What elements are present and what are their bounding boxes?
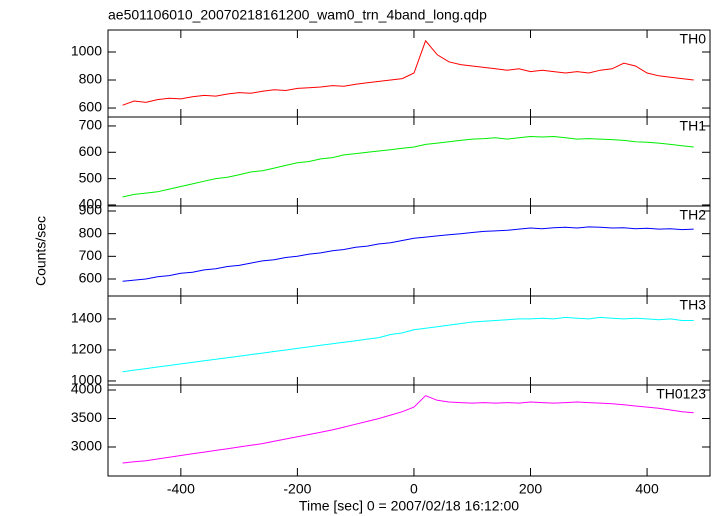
data-line — [122, 316, 694, 373]
y-tick-label: 3000 — [71, 438, 102, 454]
legend-label: TH0 — [680, 31, 707, 47]
y-tick-label: 600 — [79, 270, 103, 286]
y-tick-label: 3500 — [71, 409, 102, 425]
y-tick-label: 700 — [79, 117, 103, 133]
y-axis-label: Counts/sec — [33, 216, 49, 286]
y-tick-label: 800 — [79, 71, 103, 87]
y-tick-label: 400 — [79, 196, 103, 212]
y-tick-label: 600 — [79, 143, 103, 159]
x-tick-label: 0 — [410, 481, 418, 497]
legend-label: TH2 — [680, 207, 707, 223]
y-tick-label: 800 — [79, 224, 103, 240]
x-tick-label: 400 — [635, 481, 659, 497]
data-line — [122, 395, 694, 464]
y-tick-label: 900 — [79, 202, 103, 218]
chart-title: ae501106010_20070218161200_wam0_trn_4ban… — [108, 7, 487, 23]
panel-frame — [107, 29, 711, 118]
y-tick-label: 4000 — [71, 381, 102, 397]
panel-frame — [107, 205, 711, 297]
y-tick-label: 1000 — [71, 372, 102, 388]
y-tick-label: 500 — [79, 169, 103, 185]
legend-label: TH3 — [680, 297, 707, 313]
y-tick-label: 1400 — [71, 310, 102, 326]
x-tick-label: -400 — [167, 481, 195, 497]
panel-frame — [107, 116, 711, 207]
legend-label: TH0123 — [656, 386, 706, 402]
x-tick-label: -200 — [283, 481, 311, 497]
data-line — [122, 135, 694, 198]
x-axis-label: Time [sec] 0 = 2007/02/18 16:12:00 — [299, 498, 519, 514]
y-tick-label: 700 — [79, 247, 103, 263]
y-tick-label: 1000 — [71, 43, 102, 59]
panel-frame — [107, 384, 711, 477]
legend-label: TH1 — [680, 118, 707, 134]
data-line — [122, 226, 694, 282]
x-tick-label: 200 — [519, 481, 543, 497]
y-tick-label: 1200 — [71, 341, 102, 357]
data-line — [122, 39, 694, 106]
panel-frame — [107, 295, 711, 386]
y-tick-label: 600 — [79, 99, 103, 115]
